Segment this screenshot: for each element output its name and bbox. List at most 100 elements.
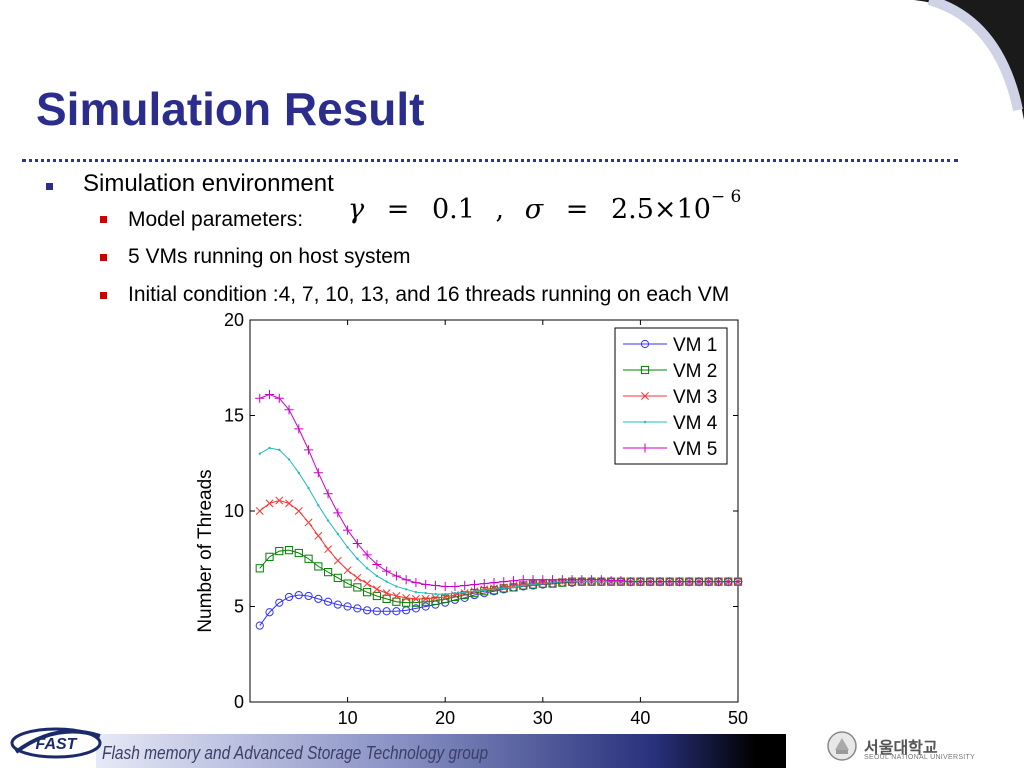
legend-label-vm4: VM 4: [673, 413, 718, 434]
data-point-vm1: [255, 621, 264, 630]
data-point-vm4: [287, 458, 291, 461]
data-point-vm5: [430, 580, 441, 591]
data-point-vm5: [508, 576, 519, 586]
data-point-vm5: [528, 575, 538, 585]
legend-marker-vm5: [640, 443, 650, 453]
legend-label-vm1: VM 1: [673, 335, 717, 356]
data-point-vm5: [352, 538, 362, 549]
fast-logo: FAST: [10, 727, 102, 759]
data-point-vm5: [362, 550, 372, 560]
data-point-vm4: [307, 486, 310, 490]
data-point-vm3: [392, 592, 401, 600]
sigma-symbol: σ: [524, 194, 544, 225]
data-point-vm5: [733, 577, 743, 587]
data-point-vm2: [431, 596, 440, 605]
data-point-vm4: [317, 504, 320, 507]
data-point-vm2: [470, 589, 479, 598]
threads-line-chart: 102030405005101520Time (Steps)Number of …: [195, 310, 748, 753]
data-point-vm3: [255, 507, 264, 515]
bullet-square-icon: [46, 183, 53, 190]
legend-label-vm3: VM 3: [673, 387, 717, 408]
data-point-vm5: [450, 581, 460, 592]
data-point-vm5: [538, 575, 548, 585]
data-point-vm5: [391, 571, 401, 581]
legend-label-vm5: VM 5: [673, 439, 717, 460]
legend-marker-vm1: [640, 339, 650, 349]
data-point-vm5: [674, 577, 685, 587]
data-point-vm5: [401, 575, 411, 585]
mantissa: 2.5: [610, 194, 654, 225]
y-tick-label: 10: [224, 501, 244, 521]
data-point-vm4: [483, 589, 486, 592]
data-point-vm4: [278, 448, 281, 452]
data-point-vm1: [275, 598, 284, 607]
data-point-vm5: [704, 577, 714, 587]
legend-label-vm2: VM 2: [673, 361, 717, 382]
data-point-vm5: [499, 577, 509, 587]
data-point-vm4: [336, 532, 340, 536]
data-point-vm1: [314, 594, 323, 603]
y-axis-label: Number of Threads: [195, 469, 216, 632]
data-point-vm2: [421, 597, 430, 606]
data-point-vm3: [382, 589, 391, 598]
data-point-vm2: [382, 594, 391, 603]
data-point-vm2: [372, 591, 381, 601]
data-point-vm5: [626, 577, 636, 587]
footer-bar: [96, 734, 756, 768]
data-point-vm3: [411, 594, 420, 603]
data-point-vm4: [414, 590, 418, 594]
bullet-simulation-environment: Simulation environment: [83, 170, 334, 197]
data-point-vm3: [304, 518, 313, 527]
data-point-vm4: [502, 587, 505, 590]
data-point-vm5: [713, 577, 724, 587]
equals-sign: =: [565, 194, 589, 225]
data-point-vm5: [333, 508, 343, 518]
data-point-vm4: [424, 591, 427, 595]
data-point-vm5: [372, 559, 382, 570]
gamma-value: 0.1: [431, 194, 475, 225]
data-point-vm1: [343, 602, 352, 611]
data-point-vm3: [285, 499, 293, 508]
data-point-vm5: [264, 389, 275, 400]
data-point-vm5: [645, 577, 655, 587]
data-point-vm5: [635, 577, 645, 587]
bullet-initial-condition: Initial condition :4, 7, 10, 13, and 16 …: [128, 283, 730, 306]
data-point-vm4: [346, 546, 349, 549]
model-parameters-formula: γ = 0.1 , σ = 2.5×10− 6: [348, 187, 741, 225]
footer-dark-block: [756, 734, 786, 768]
data-point-vm5: [284, 405, 294, 415]
sub-bullet-square-icon: [100, 216, 107, 223]
university-emblem-icon: [827, 731, 857, 761]
data-point-vm5: [655, 577, 665, 587]
data-point-vm5: [694, 577, 704, 587]
legend-marker-vm4: [643, 420, 647, 424]
data-point-vm5: [274, 393, 284, 403]
data-point-vm1: [372, 607, 381, 616]
data-point-vm5: [255, 393, 265, 403]
data-point-vm2: [294, 548, 303, 558]
data-point-vm5: [684, 577, 694, 587]
data-point-vm3: [324, 545, 333, 554]
data-point-vm5: [489, 578, 499, 588]
sub-bullet-square-icon: [100, 292, 107, 299]
y-tick-label: 15: [224, 406, 244, 426]
data-point-vm5: [294, 424, 304, 434]
data-point-vm1: [382, 607, 391, 616]
data-point-vm4: [463, 590, 466, 594]
exponent: − 6: [710, 187, 742, 207]
data-point-vm5: [421, 579, 431, 590]
x-tick-label: 30: [533, 708, 553, 728]
y-tick-label: 0: [234, 692, 244, 712]
data-point-vm4: [473, 590, 476, 593]
data-point-vm1: [284, 592, 294, 602]
data-point-vm4: [365, 567, 369, 570]
data-point-vm3: [353, 573, 362, 582]
data-point-vm1: [363, 606, 372, 615]
data-point-vm5: [587, 575, 597, 585]
data-point-vm5: [606, 576, 616, 586]
data-point-vm5: [557, 575, 567, 585]
data-point-vm5: [547, 575, 558, 585]
data-point-vm4: [531, 583, 535, 586]
data-point-vm4: [492, 588, 496, 591]
data-point-vm5: [567, 575, 577, 585]
